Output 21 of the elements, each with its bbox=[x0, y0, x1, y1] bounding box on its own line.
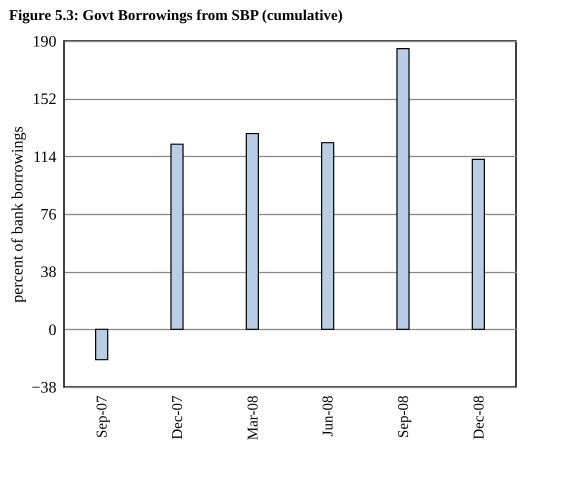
y-tick-label: 190 bbox=[32, 34, 56, 50]
y-tick-label: 76 bbox=[40, 206, 56, 224]
bar bbox=[472, 158, 485, 330]
bar bbox=[321, 142, 334, 330]
y-axis-title: percent of bank borrowings bbox=[9, 126, 26, 303]
x-tick-label: Mar-08 bbox=[245, 396, 262, 440]
bar bbox=[246, 132, 259, 330]
x-tick-label: Sep-07 bbox=[94, 395, 111, 438]
bar bbox=[396, 48, 410, 330]
y-tick-label: −38 bbox=[31, 380, 56, 396]
y-tick-label: 114 bbox=[33, 148, 56, 166]
x-tick-label: Dec-07 bbox=[170, 395, 186, 440]
x-tick-label: Dec-08 bbox=[471, 396, 488, 440]
chart-title: Figure 5.3: Govt Borrowings from SBP (cumulative) bbox=[8, 8, 343, 24]
bar bbox=[170, 144, 184, 330]
x-tick-label: Sep-08 bbox=[396, 396, 412, 438]
y-tick-label: 38 bbox=[40, 264, 56, 282]
y-tick-label: 0 bbox=[48, 322, 56, 339]
y-tick-label: 152 bbox=[32, 91, 56, 108]
x-tick-label: Jun-08 bbox=[320, 396, 337, 436]
bar bbox=[95, 328, 108, 360]
